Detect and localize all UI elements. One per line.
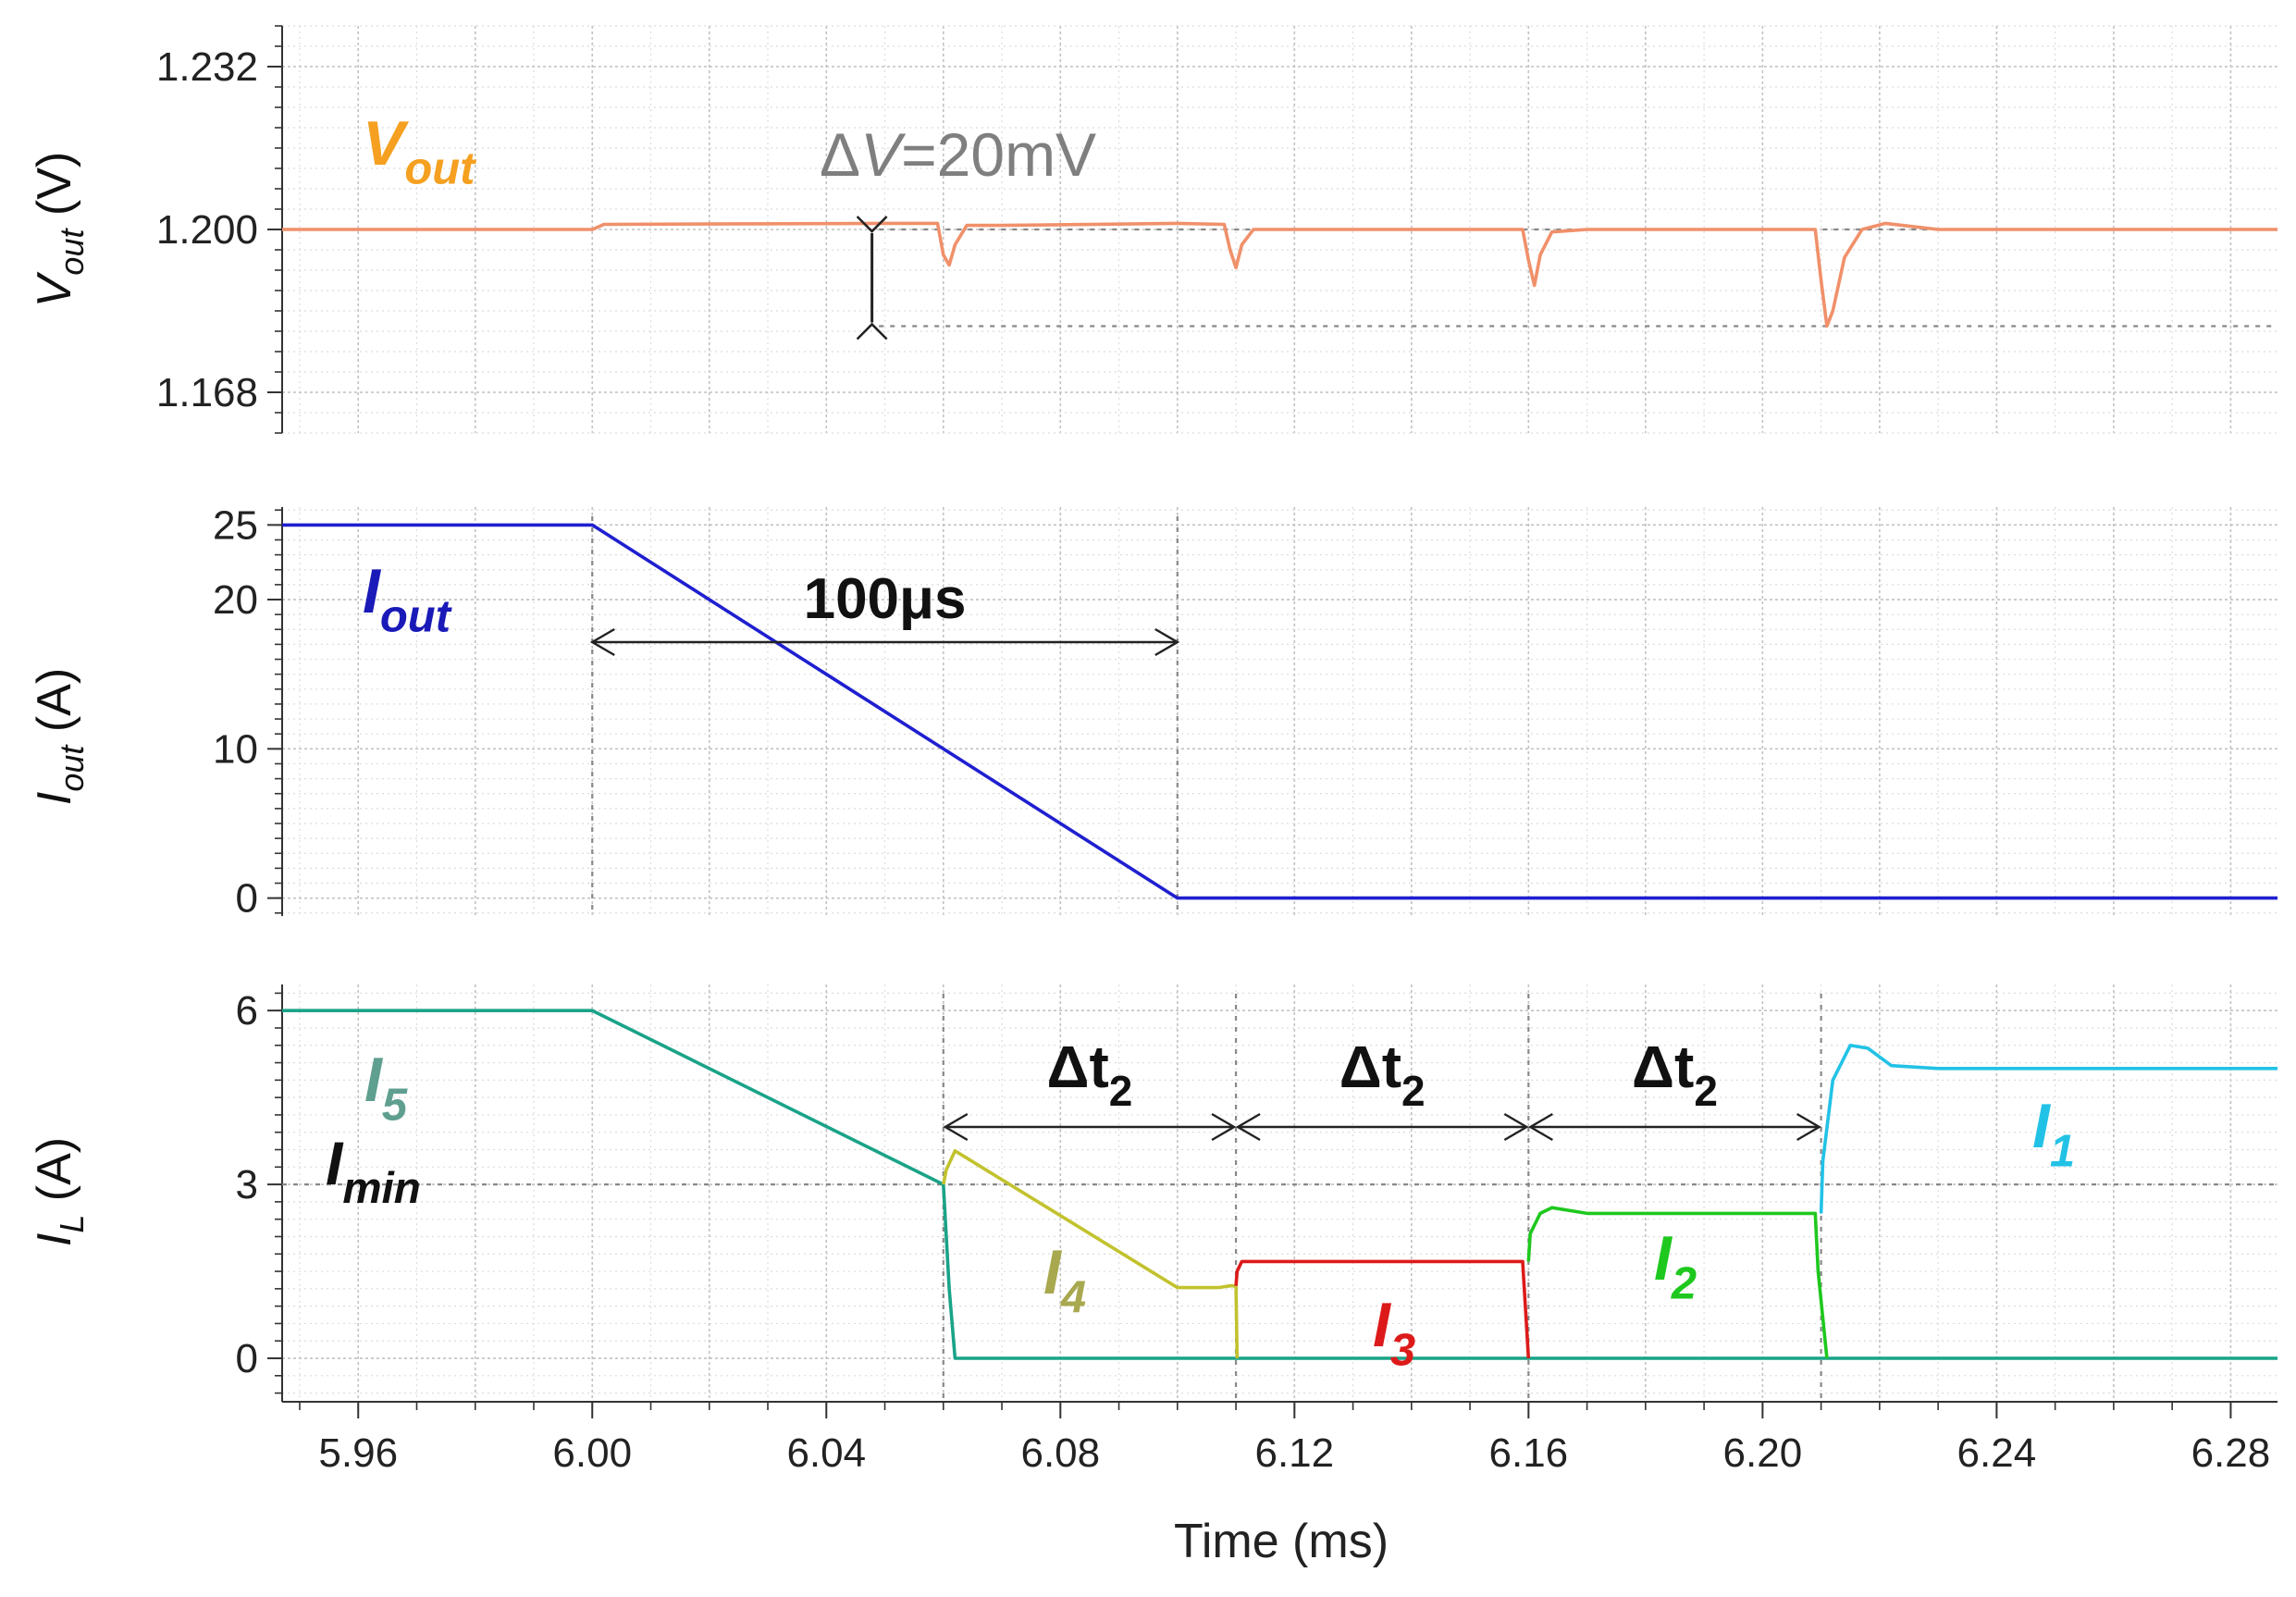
y-tick-label: 10 [213, 726, 258, 772]
y-axis-title-unit: (A) [28, 1137, 81, 1215]
interval-label-main: Δt [1046, 1034, 1108, 1100]
interval-label-sub: 2 [1401, 1067, 1426, 1115]
x-tick-label: 6.08 [1020, 1430, 1100, 1476]
delta-v-arrow-bottom [856, 322, 888, 340]
inductor-current-label-i2-sub: 2 [1671, 1258, 1697, 1308]
y-axis-title-main: I [28, 792, 81, 805]
inductor-current-label-i5-sub: 5 [382, 1080, 408, 1130]
y-tick-label: 3 [236, 1162, 258, 1207]
y-tick-label: 0 [236, 1336, 258, 1381]
x-tick-label: 6.12 [1254, 1430, 1334, 1476]
inductor-current-label-i3-sub: 3 [1390, 1325, 1415, 1375]
arrowhead [1235, 1112, 1261, 1142]
series-line-i2 [1526, 1206, 1829, 1359]
grid-layer [282, 25, 2277, 1402]
y-tick-label: 0 [236, 876, 258, 922]
inductor-current-label-i5-main: I [364, 1045, 384, 1115]
x-tick-label: 6.20 [1723, 1430, 1803, 1476]
inductor-current-label-i3-main: I [1373, 1290, 1392, 1360]
delta-var: V [860, 120, 907, 189]
y-tick-label: 20 [213, 577, 258, 623]
iout-series-label: Iout [363, 556, 452, 641]
axes-layer [267, 25, 2277, 1418]
interval-label: Δt2 [1632, 1034, 1718, 1115]
y-axis-title-unit: (V) [28, 152, 81, 229]
delta-v-arrow-top [856, 216, 888, 233]
x-tick-label: 6.28 [2191, 1430, 2271, 1476]
inductor-current-label-i2: I2 [1654, 1223, 1697, 1308]
y-axis-title-main: I [28, 1233, 81, 1246]
y-axis-title-sub: out [53, 744, 91, 792]
curves-layer [282, 221, 2277, 1360]
imin-label-main: I [326, 1129, 344, 1197]
imin-label-sub: min [342, 1164, 420, 1213]
y-axis-title-vout: Vout (V) [28, 152, 91, 308]
x-tick-label: 6.04 [786, 1430, 866, 1476]
y-axis-title-sub: out [53, 228, 91, 276]
inductor-current-label-i4: I4 [1043, 1237, 1086, 1322]
arrowhead [589, 627, 615, 657]
x-tick-label: 5.96 [318, 1430, 398, 1476]
delta-symbol: Δ [820, 120, 860, 189]
reference-layer [282, 228, 2277, 1402]
inductor-current-label-i5: I5 [364, 1045, 408, 1130]
interval-label: Δt2 [1046, 1034, 1132, 1115]
vout-series-label-main: V [363, 108, 410, 179]
vout-series-label: Vout [363, 108, 476, 193]
inductor-current-label-i4-sub: 4 [1060, 1272, 1086, 1322]
inductor-current-label-i2-main: I [1654, 1223, 1673, 1294]
x-tick-label: 6.16 [1489, 1430, 1569, 1476]
delta-text: =20mV [901, 120, 1096, 189]
iout-series-label-sub: out [380, 591, 452, 641]
vout-series-label-sub: out [404, 143, 476, 193]
y-tick-label: 25 [213, 502, 258, 548]
x-tick-label: 6.24 [1957, 1430, 2037, 1476]
arrowhead [1154, 627, 1180, 657]
inductor-current-label-i3: I3 [1373, 1290, 1415, 1375]
y-axis-title-iout: Iout (A) [28, 668, 91, 805]
y-tick-label: 6 [236, 988, 258, 1034]
iout-series-label-main: I [363, 556, 382, 626]
inductor-current-label-i4-main: I [1043, 1237, 1063, 1307]
interval-label-sub: 2 [1694, 1067, 1718, 1115]
y-axis-title-main: V [28, 271, 81, 307]
arrowhead [1211, 1112, 1237, 1142]
inductor-current-label-i1: I1 [2032, 1091, 2075, 1176]
arrowhead [943, 1112, 969, 1142]
x-tick-label: 6.00 [552, 1430, 632, 1476]
imin-label: Imin [326, 1129, 421, 1213]
delta-v-annotation: ΔV=20mV [820, 120, 1096, 189]
arrowhead [1503, 1112, 1529, 1142]
series-line-i5 [282, 1009, 2277, 1360]
y-tick-label: 1.232 [156, 44, 258, 90]
series-line-vout [282, 221, 2277, 328]
interval-label-main: Δt [1632, 1034, 1694, 1100]
arrowhead [1527, 1112, 1553, 1142]
y-axis-title-sub: L [53, 1215, 91, 1233]
series-line-iout [282, 523, 2277, 900]
interval-label-main: Δt [1339, 1034, 1401, 1100]
y-axis-title-il: IL (A) [28, 1137, 91, 1246]
series-line-i3 [1234, 1259, 1531, 1359]
axis-label-layer: Vout (V)Iout (A)IL (A) [28, 152, 91, 1246]
ramp-duration-label: 100μs [804, 567, 967, 631]
inductor-current-label-i1-sub: 1 [2050, 1126, 2075, 1176]
y-tick-label: 1.168 [156, 370, 258, 415]
series-line-i1 [1819, 1044, 2277, 1214]
inductor-current-label-i1-main: I [2032, 1091, 2052, 1161]
y-axis-title-unit: (A) [28, 668, 81, 746]
x-axis-label: Time (ms) [1174, 1515, 1389, 1568]
interval-label-sub: 2 [1109, 1067, 1133, 1115]
series-line-i4 [942, 1149, 1240, 1359]
interval-label: Δt2 [1339, 1034, 1426, 1115]
arrowhead [1796, 1112, 1821, 1142]
y-tick-label: 1.200 [156, 207, 258, 253]
